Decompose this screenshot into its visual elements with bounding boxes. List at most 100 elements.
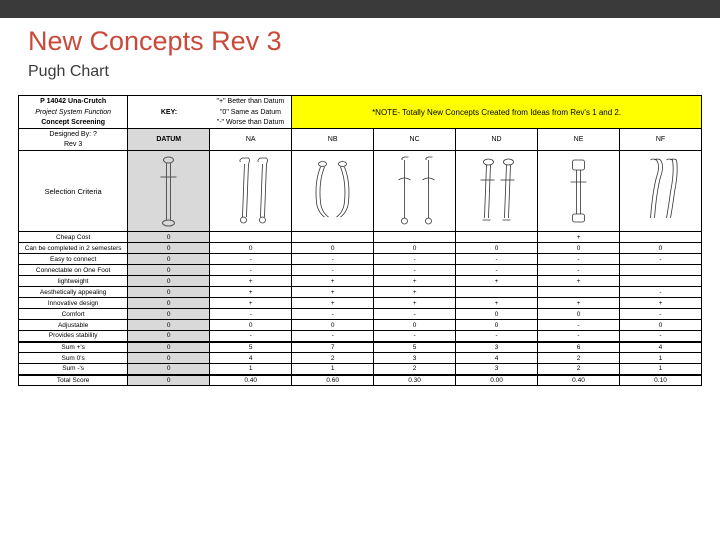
criteria-value: + [538,276,620,287]
summary-value: 0.60 [292,375,374,386]
concept-header-na: NA [210,129,292,151]
summary-value: 2 [292,353,374,364]
criteria-value: + [538,232,620,243]
criteria-value: + [292,298,374,309]
criteria-row: Innovative design0++++++ [19,298,702,309]
concept-header-nd: ND [456,129,538,151]
slide-header: New Concepts Rev 3 Pugh Chart [0,18,720,85]
summary-value: 4 [619,342,701,353]
criteria-row: Easy to connect0------ [19,254,702,265]
criteria-value: - [619,287,701,298]
criteria-value: + [374,276,456,287]
summary-value: 1 [619,353,701,364]
criteria-row: Provides stability0------ [19,331,702,342]
summary-value: 5 [210,342,292,353]
criteria-value [210,232,292,243]
summary-value: 0.40 [538,375,620,386]
criteria-row: Connectable on One Foot0----- [19,265,702,276]
criteria-value [538,287,620,298]
criteria-name: Aesthetically appealing [19,287,128,298]
summary-datum: 0 [128,364,210,375]
summary-row: Sum 0's0423421 [19,353,702,364]
criteria-value [619,276,701,287]
summary-value: 3 [456,342,538,353]
criteria-value: + [619,298,701,309]
key-cell-blank [128,96,210,107]
criteria-name: Can be completed in 2 semesters [19,243,128,254]
criteria-datum: 0 [128,298,210,309]
criteria-value: - [538,265,620,276]
criteria-value: + [374,298,456,309]
summary-name: Sum -'s [19,364,128,375]
criteria-value: 0 [456,243,538,254]
criteria-value: - [456,254,538,265]
criteria-value: 0 [374,320,456,331]
datum-drawing [128,151,210,232]
criteria-datum: 0 [128,232,210,243]
criteria-value: + [292,276,374,287]
criteria-name: Connectable on One Foot [19,265,128,276]
criteria-value [619,232,701,243]
criteria-datum: 0 [128,331,210,342]
concept-nd-drawing [456,151,538,232]
summary-value: 0.10 [619,375,701,386]
summary-value: 2 [374,364,456,375]
key-same: "0" Same as Datum [210,107,292,118]
summary-value: 7 [292,342,374,353]
project-code: P 14042 Una-Crutch [19,96,128,107]
datum-header: DATUM [128,129,210,151]
criteria-value: 0 [538,309,620,320]
criteria-value: 0 [619,243,701,254]
criteria-value: - [456,331,538,342]
criteria-value: - [292,309,374,320]
summary-value: 4 [210,353,292,364]
criteria-datum: 0 [128,320,210,331]
summary-name: Sum +'s [19,342,128,353]
concept-header-nf: NF [619,129,701,151]
summary-value: 2 [538,364,620,375]
criteria-value: + [210,298,292,309]
criteria-value: - [210,254,292,265]
criteria-value: 0 [374,243,456,254]
summary-value: 0.30 [374,375,456,386]
pugh-chart-table: P 14042 Una-Crutch "+" Better than Datum… [18,95,702,386]
selection-criteria-label: Selection Criteria [19,151,128,232]
slide-subtitle: Pugh Chart [28,63,692,81]
criteria-value: 0 [456,309,538,320]
criteria-name: Innovative design [19,298,128,309]
designed-by: Designed By: ? [19,129,128,140]
criteria-value: - [456,265,538,276]
criteria-row: Adjustable00000-0 [19,320,702,331]
summary-value: 3 [374,353,456,364]
criteria-value: - [619,309,701,320]
summary-value: 1 [619,364,701,375]
criteria-value: - [374,265,456,276]
summary-value: 4 [456,353,538,364]
criteria-value: - [538,320,620,331]
criteria-value: 0 [538,243,620,254]
concept-header-nc: NC [374,129,456,151]
summary-row: Total Score00.400.600.300.000.400.10 [19,375,702,386]
criteria-name: lightweight [19,276,128,287]
criteria-row: lightweight0+++++ [19,276,702,287]
criteria-datum: 0 [128,243,210,254]
summary-row: Sum +'s0575364 [19,342,702,353]
criteria-value: + [456,276,538,287]
top-bar [0,0,720,18]
note-cell: *NOTE- Totally New Concepts Created from… [292,96,702,129]
summary-value: 3 [456,364,538,375]
criteria-value [619,265,701,276]
summary-value: 2 [538,353,620,364]
key-label: KEY: [128,107,210,118]
criteria-value: + [210,287,292,298]
criteria-value: - [210,265,292,276]
concept-nc-drawing [374,151,456,232]
summary-name: Total Score [19,375,128,386]
concept-header-ne: NE [538,129,620,151]
criteria-value: - [210,309,292,320]
criteria-row: Can be completed in 2 semesters0000000 [19,243,702,254]
criteria-value: + [456,298,538,309]
criteria-value [374,232,456,243]
criteria-datum: 0 [128,287,210,298]
criteria-value: - [374,331,456,342]
